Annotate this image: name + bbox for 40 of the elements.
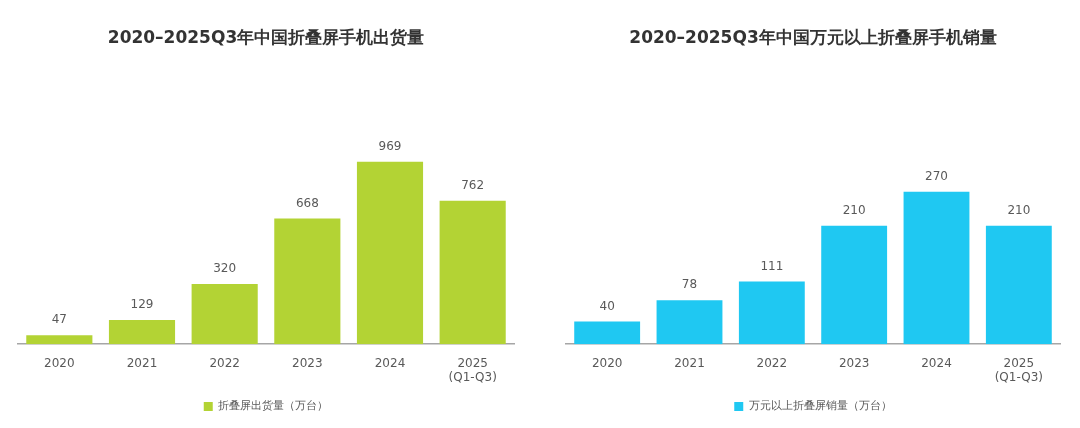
chart-title: 2020–2025Q3年中国万元以上折叠屏手机销量: [629, 26, 997, 47]
data-label: 210: [1007, 202, 1031, 217]
x-tick-label: 2022: [756, 355, 788, 370]
legend-label: 折叠屏出货量（万台）: [218, 399, 329, 413]
data-label: 320: [213, 261, 237, 276]
x-tick-label: 2021: [674, 355, 705, 370]
x-tick-label: 2020: [44, 355, 75, 370]
bar: [191, 283, 258, 345]
data-label: 111: [760, 258, 784, 273]
x-tick-label: 2022: [209, 355, 240, 370]
x-tick-label: 2023: [838, 355, 870, 370]
bar: [26, 335, 93, 345]
x-tick-label: 2020: [591, 355, 623, 370]
x-tick-label: 2024: [921, 355, 952, 370]
x-tick-label: 2023: [292, 355, 323, 370]
data-label: 78: [681, 277, 698, 292]
chart-title: 2020–2025Q3年中国折叠屏手机出货量: [107, 26, 425, 47]
bar: [274, 218, 341, 345]
data-label: 270: [925, 168, 948, 183]
x-tick-label: 2025 (Q1-Q3): [994, 355, 1043, 384]
bar: [656, 300, 723, 345]
x-tick-label: 2021: [126, 355, 158, 370]
data-label: 129: [130, 297, 154, 312]
data-label: 210: [842, 202, 866, 217]
data-label: 969: [378, 138, 402, 153]
bar: [574, 321, 641, 345]
data-label: 668: [295, 195, 319, 210]
legend-label: 万元以上折叠屏销量（万台）: [748, 399, 892, 413]
bar: [903, 191, 970, 345]
data-label: 47: [51, 312, 67, 327]
data-label: 762: [461, 177, 485, 192]
bar: [738, 281, 805, 345]
bar: [356, 161, 424, 345]
bar: [439, 200, 506, 345]
data-label: 40: [599, 298, 615, 313]
x-tick-label: 2025 (Q1-Q3): [448, 355, 497, 384]
bar: [821, 225, 888, 345]
bar: [108, 319, 176, 345]
x-tick-label: 2024: [374, 355, 406, 370]
bar: [985, 225, 1052, 345]
